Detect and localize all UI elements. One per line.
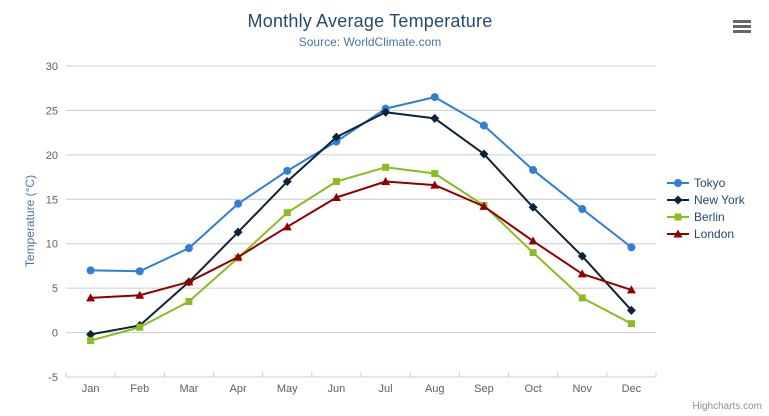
y-tick-label: 20: [46, 150, 58, 162]
x-tick-label: Sep: [474, 383, 494, 395]
context-menu-button[interactable]: [731, 17, 755, 37]
hamburger-icon: [733, 24, 751, 28]
credits-link[interactable]: Highcharts.com: [692, 401, 762, 412]
y-tick-label: -5: [48, 372, 58, 384]
line-diamond-marker-icon: [667, 195, 689, 205]
x-tick-label: Aug: [425, 383, 445, 395]
x-tick-label: Apr: [230, 383, 247, 395]
legend-item-london[interactable]: London: [667, 227, 745, 241]
y-tick-label: 5: [52, 283, 58, 295]
legend-label: Berlin: [694, 210, 725, 224]
x-tick-label: Nov: [572, 383, 592, 395]
hamburger-icon: [733, 19, 751, 23]
x-tick-label: Dec: [622, 383, 642, 395]
series-tokyo[interactable]: [86, 93, 636, 276]
hamburger-icon: [733, 29, 751, 33]
legend-label: London: [694, 227, 735, 241]
x-tick-label: Jun: [328, 383, 346, 395]
series-new-york[interactable]: [86, 107, 636, 339]
line-square-marker-icon: [667, 213, 689, 221]
y-tick-label: 10: [46, 239, 58, 251]
y-tick-label: 25: [46, 105, 58, 117]
x-tick-label: Feb: [130, 383, 149, 395]
x-axis: Jan Feb Mar Apr May Jun Jul Aug Sep Oct Nov Dec: [65, 372, 657, 395]
series-london[interactable]: [86, 177, 636, 302]
legend: Tokyo New York Berlin London: [667, 176, 745, 241]
x-tick-label: Jul: [379, 383, 393, 395]
legend-item-berlin[interactable]: Berlin: [667, 210, 745, 224]
y-tick-label: 30: [46, 61, 58, 73]
line-circle-marker-icon: [667, 179, 689, 187]
line-triangle-marker-icon: [667, 229, 689, 238]
gridlines: -5 0 5 10 15 20 25 30: [46, 61, 656, 384]
legend-item-new-york[interactable]: New York: [667, 193, 745, 207]
y-tick-label: 0: [52, 328, 58, 340]
chart-title: Monthly Average Temperature: [247, 11, 493, 31]
y-tick-label: 15: [46, 194, 58, 206]
legend-item-tokyo[interactable]: Tokyo: [667, 176, 745, 190]
x-tick-label: May: [277, 383, 298, 395]
legend-label: New York: [694, 193, 745, 207]
series-berlin[interactable]: [87, 163, 635, 345]
x-tick-label: Oct: [525, 383, 542, 395]
legend-label: Tokyo: [694, 176, 726, 190]
x-tick-label: Mar: [179, 383, 198, 395]
x-tick-label: Jan: [82, 383, 100, 395]
y-axis-title: Temperature (°C): [23, 174, 37, 268]
chart-subtitle: Source: WorldClimate.com: [298, 35, 442, 49]
